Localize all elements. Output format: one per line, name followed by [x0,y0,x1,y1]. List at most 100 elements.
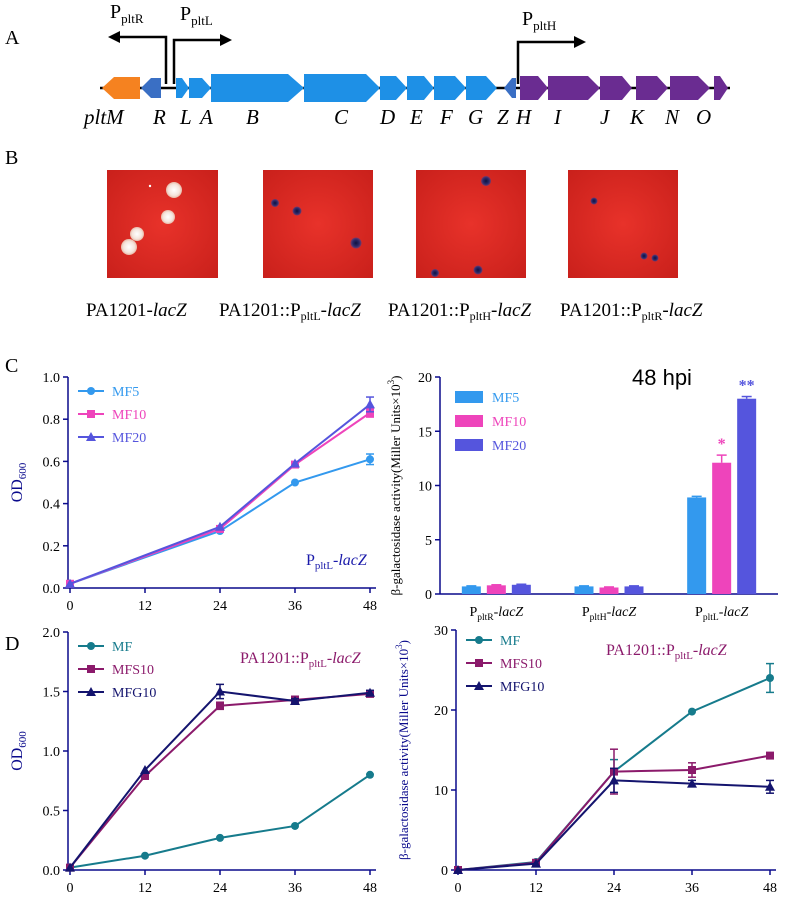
data-point-mf [141,851,149,860]
y-tick-label: 20 [418,371,432,386]
x-tick-label: 36 [685,881,699,896]
legend-marker [87,410,95,418]
x-tick-label: 24 [213,599,227,614]
legend-label: MF20 [492,439,526,454]
gene-label: E [409,105,423,129]
data-point-mf20 [215,521,225,531]
gene-label: H [515,105,533,129]
y-tick-label: 15 [418,425,432,440]
data-point-mf20 [365,399,375,409]
legend-swatch [455,415,483,427]
y-tick-label: 30 [434,624,448,639]
gene-label: A [198,105,213,129]
gene-A-arrow [189,78,211,98]
chart-title: 48 hpi [632,365,692,390]
legend-label: MF20 [112,431,146,446]
legend-label: MFS10 [500,657,542,672]
gene-E-arrow [407,76,434,100]
y-tick-label: 0.8 [43,413,61,428]
data-point-mfg10 [140,765,150,775]
y-tick-label: 10 [434,784,448,799]
legend-marker [86,432,96,441]
bar-mf10 [712,462,732,594]
y-tick-label: 0.2 [43,540,61,555]
series-line-mf20 [69,403,371,585]
bar-mf20 [737,398,757,594]
plate-caption-2: PA1201::PpltL-lacZ [219,300,361,323]
y-tick-label: 1.0 [43,745,61,760]
y-tick-label: 5 [425,534,432,549]
chart-c-left: 0.0 0.2 0.4 0.6 0.8 1.0 0 12 24 36 48 MF5 MF10 MF20 OD… [9,371,377,614]
bar-mf10 [486,585,506,594]
data-point-mfg10 [687,778,697,788]
chart-annotation: PpltL-lacZ [306,552,368,572]
gene-label: L [179,105,192,129]
y-axis-title: OD600 [9,462,29,502]
gene-label: R [152,105,166,129]
gene-Z-arrow [504,78,516,98]
gene-G-arrow [466,76,497,100]
plate-3 [416,170,526,278]
gene-label: J [600,105,611,129]
panel-label-b: B [5,147,18,169]
gene-J-arrow [600,76,632,100]
y-tick-label: 20 [434,704,448,719]
data-point-mfg10 [765,781,775,791]
svg-text:PpltH: PpltH [522,8,556,33]
x-tick-label: 0 [67,881,74,896]
significance-label: * [718,436,726,453]
gene-label: D [379,105,395,129]
plate-caption-3: PA1201::PpltH-lacZ [388,300,532,323]
gene-pltM-arrow [102,77,140,99]
legend-marker [87,642,95,650]
x-tick-label: 12 [529,881,543,896]
legend-label: MFG10 [500,680,544,695]
legend-label: MFS10 [112,663,154,678]
legend-marker [475,659,483,667]
gene-O-arrow [714,76,728,100]
svg-text:PpltR: PpltR [110,1,144,26]
promoter-pltR: PpltR [108,1,168,84]
x-tick-label: 0 [455,881,462,896]
data-point-mf20 [65,578,75,588]
y-tick-label: 10 [418,480,432,495]
series-line-mf [69,773,371,869]
data-point-mfg10 [215,686,225,696]
gene-label: Z [497,105,509,129]
y-tick-label: 0.6 [43,455,61,470]
y-tick-label: 0.0 [43,864,61,879]
legend-marker [87,665,95,673]
gene-label: O [696,105,711,129]
legend-marker [474,681,484,690]
bar-mf5 [687,497,707,594]
gene-label: N [664,105,680,129]
legend-label: MF [112,640,132,655]
x-category-label: PpltL-lacZ [695,605,748,623]
data-point-mf10 [366,408,374,417]
x-tick-label: 0 [67,599,74,614]
chart-d-right: 0 10 20 30 0 12 24 36 48 MF MFS10 MFG10 β-galactosid… [394,624,777,896]
y-axis-title: β-galactosidase activity(Miller Units×10… [394,640,411,860]
gene-F-arrow [434,76,466,100]
gene-arrows [102,74,728,102]
gene-label: pltM [82,105,125,129]
chart-annotation: PA1201::PpltL-lacZ [606,642,728,662]
data-point-mf [688,707,696,716]
plate-4 [568,170,678,278]
data-point-mf5 [291,478,299,487]
data-point-mfg10 [65,862,75,872]
x-category-label: PpltR-lacZ [469,605,523,623]
bar-mf5 [461,586,481,594]
gene-label: F [439,105,453,129]
gene-labels: pltM R L A B C D E F G Z H I J K N O [82,105,711,129]
svg-text:PpltL: PpltL [180,3,213,28]
legend-label: MF10 [112,408,146,423]
y-tick-label: 1.0 [43,371,61,386]
data-point-mfg10 [290,696,300,706]
data-point-mfg10 [609,775,619,785]
gene-R-arrow [141,78,161,98]
y-axis-title: OD600 [9,731,29,771]
legend-marker [87,387,95,395]
legend-marker [475,636,483,644]
